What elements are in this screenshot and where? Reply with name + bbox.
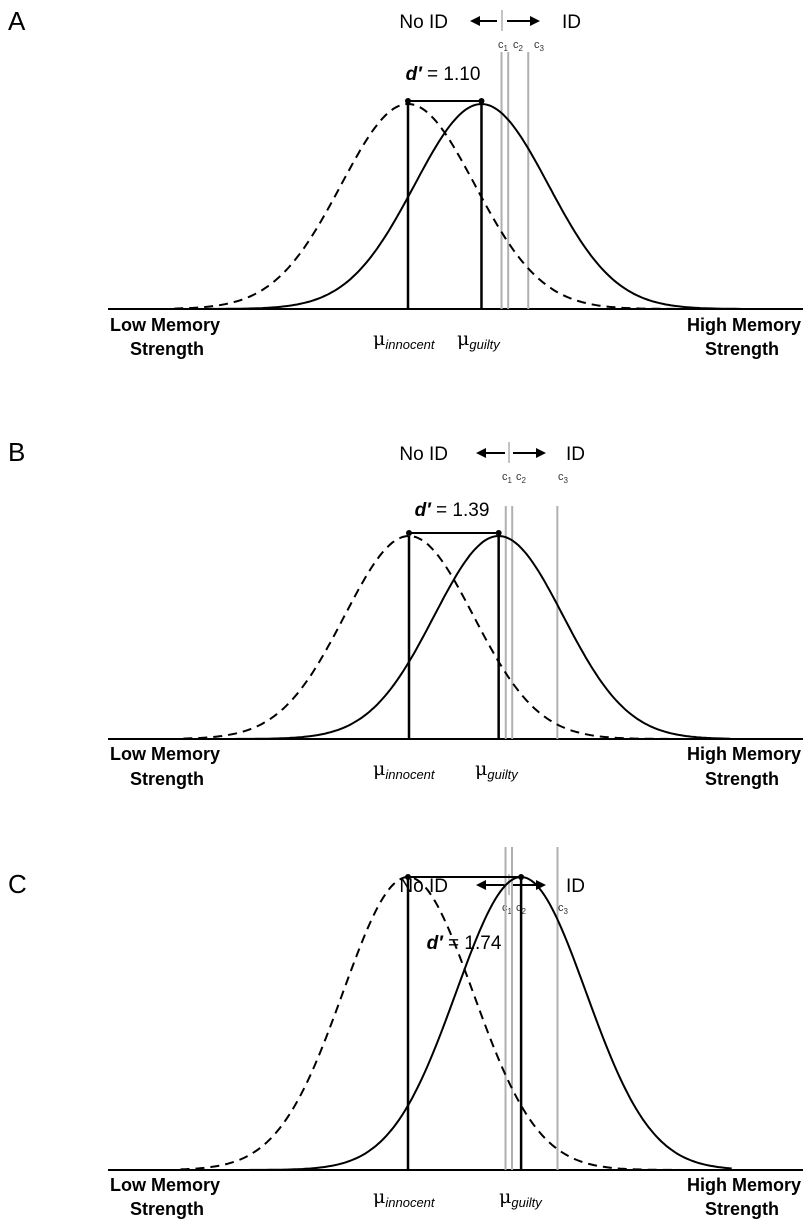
criterion-labels: c1 c2 c3 (498, 39, 545, 53)
panel-b: B No ID ID c1 c2 c3 d′ = 1.39 Low Memory… (8, 437, 803, 789)
id-label: ID (566, 444, 585, 465)
dprime-bracket-end-dot (495, 530, 502, 536)
panel-label: C (8, 869, 27, 899)
axis-labels: Low Memory Strength High Memory Strength (110, 744, 801, 789)
dprime-bracket-start-dot (406, 530, 412, 536)
direction-indicator: No ID ID (399, 874, 585, 897)
criterion-label-c1: c1 (502, 902, 513, 916)
criterion-label-c3: c3 (558, 471, 569, 485)
mu-guilty-label: μguilty (457, 328, 501, 352)
distribution-plot (108, 847, 803, 1171)
criterion-label-c1: c1 (502, 471, 513, 485)
direction-indicator: No ID ID (399, 10, 581, 33)
dprime-label: d′ = 1.74 (427, 933, 502, 954)
axis-labels: Low Memory Strength High Memory Strength (110, 1175, 801, 1219)
innocent-distribution-curve (174, 103, 741, 310)
id-label: ID (562, 12, 581, 33)
criterion-label-c3: c3 (534, 39, 545, 53)
panel-a: A No ID ID c1 c2 c3 d′ = 1.10 Low Memory… (8, 6, 803, 359)
axis-high-label-line2: Strength (705, 1199, 779, 1219)
mu-guilty-label: μguilty (475, 758, 519, 782)
axis-high-label-line2: Strength (705, 339, 779, 359)
axis-low-label-line2: Strength (130, 1199, 204, 1219)
right-arrow-head (536, 448, 546, 458)
axis-high-label-line1: High Memory (687, 315, 801, 335)
left-arrow-head (476, 880, 486, 890)
dprime-bracket-start-dot (405, 98, 411, 104)
axis-high-label-line1: High Memory (687, 1175, 801, 1195)
dprime-label: d′ = 1.10 (406, 64, 481, 85)
id-label: ID (566, 876, 585, 897)
panel-label: B (8, 437, 25, 467)
no-id-label: No ID (399, 12, 448, 33)
criterion-label-c2: c2 (516, 471, 527, 485)
criterion-label-c2: c2 (513, 39, 524, 53)
distribution-plot (108, 506, 803, 740)
panel-c: C No ID ID c1 c2 c3 d′ = 1.74 Low Memory… (8, 847, 803, 1219)
dprime-bracket-end-dot (478, 98, 485, 104)
axis-low-label-line2: Strength (130, 769, 204, 789)
no-id-label: No ID (399, 444, 448, 465)
criterion-label-c1: c1 (498, 39, 509, 53)
criterion-labels: c1 c2 c3 (502, 471, 569, 485)
axis-high-label-line1: High Memory (687, 744, 801, 764)
axis-labels: Low Memory Strength High Memory Strength (110, 315, 801, 359)
panel-label: A (8, 6, 26, 36)
left-arrow-head (470, 16, 480, 26)
guilty-distribution-curve (180, 875, 732, 1171)
axis-low-label-line1: Low Memory (110, 744, 220, 764)
left-arrow-head (476, 448, 486, 458)
guilty-distribution-curve (174, 102, 741, 310)
mu-innocent-label: μinnocent (373, 328, 436, 352)
mu-innocent-label: μinnocent (373, 1186, 436, 1210)
axis-low-label-line1: Low Memory (110, 315, 220, 335)
criterion-label-c2: c2 (516, 902, 527, 916)
innocent-distribution-curve (180, 876, 732, 1171)
mu-innocent-label: μinnocent (373, 758, 436, 782)
criterion-label-c3: c3 (558, 902, 569, 916)
guilty-distribution-curve (183, 534, 731, 740)
dprime-label: d′ = 1.39 (415, 500, 490, 521)
mu-guilty-label: μguilty (499, 1186, 543, 1210)
dprime-bracket-end-dot (518, 874, 525, 880)
innocent-distribution-curve (183, 535, 731, 740)
axis-low-label-line2: Strength (130, 339, 204, 359)
axis-low-label-line1: Low Memory (110, 1175, 220, 1195)
dprime-bracket-start-dot (405, 874, 411, 880)
distribution-plot (108, 52, 803, 310)
axis-high-label-line2: Strength (705, 769, 779, 789)
direction-indicator: No ID ID (399, 442, 585, 465)
right-arrow-head (530, 16, 540, 26)
no-id-label: No ID (399, 876, 448, 897)
